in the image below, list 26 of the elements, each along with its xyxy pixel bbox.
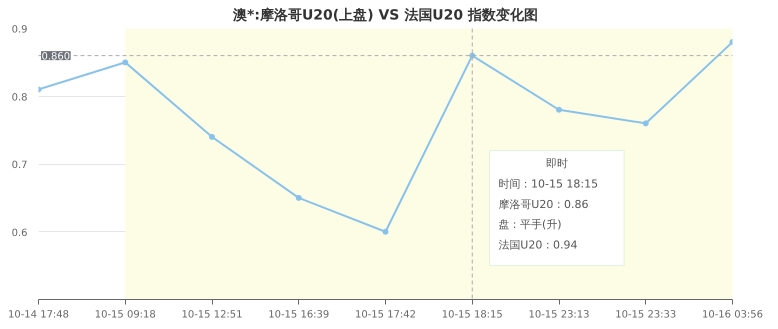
x-tick-label: 10-15 16:39 <box>268 310 330 320</box>
y-tick-label: 0.6 <box>12 228 28 239</box>
point <box>122 59 128 66</box>
annotation: 即时 <box>546 157 568 170</box>
chart-title: 澳*:摩洛哥U20(上盘) VS 法国U20 指数变化图 <box>232 6 538 24</box>
x-tick-label: 10-14 17:48 <box>8 310 70 320</box>
x-tick-label: 10-15 18:15 <box>442 310 503 320</box>
annotation: 盘 : 平手(升) <box>498 218 562 232</box>
y-tick-label: 0.9 <box>12 24 28 36</box>
annotation: 法国U20 : 0.94 <box>498 238 578 252</box>
y-tick-label: 0.7 <box>12 160 28 171</box>
x-tick-label: 10-15 23:33 <box>615 310 676 320</box>
point <box>642 120 649 126</box>
x-tick-label: 10-15 09:18 <box>94 310 156 320</box>
x-tick-label: 10-15 12:51 <box>181 310 243 320</box>
point <box>382 228 388 235</box>
point <box>556 106 562 113</box>
x-tick-label: 10-15 23:13 <box>528 310 590 320</box>
annotation: 摩洛哥U20 : 0.86 <box>498 198 589 211</box>
annotation: 时间 : 10-15 18:15 <box>498 178 598 191</box>
x-tick-label: 10-15 17:42 <box>354 310 416 320</box>
point <box>296 194 302 201</box>
x-tick-label: 10-16 03:56 <box>702 310 764 320</box>
ref-line-label: 0.860 <box>42 52 70 63</box>
point <box>209 134 215 140</box>
y-tick-label: 0.8 <box>12 92 28 104</box>
